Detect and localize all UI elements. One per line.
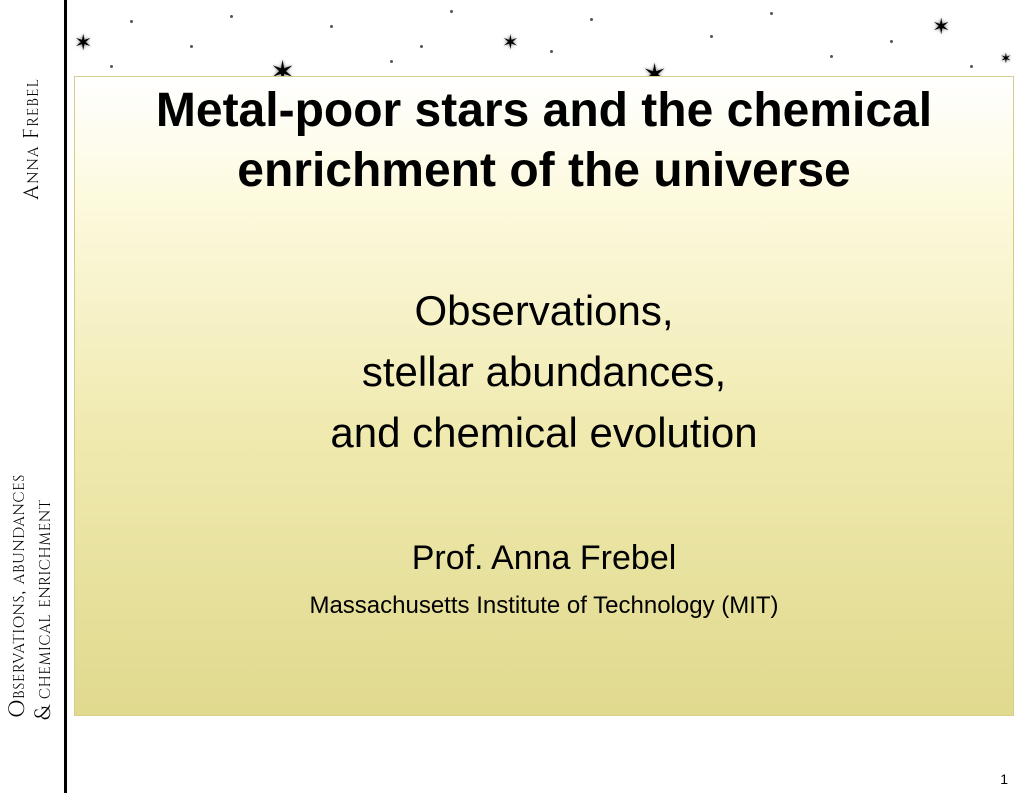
slide-page: Anna Frebel Observations, abundances & c… xyxy=(0,0,1020,793)
star-dot xyxy=(420,45,423,48)
subtitle-line3: and chemical evolution xyxy=(75,403,1013,464)
page-number: 1 xyxy=(1000,771,1008,787)
star-dot xyxy=(110,65,113,68)
slide-subtitle: Observations, stellar abundances, and ch… xyxy=(75,281,1013,464)
star-dot xyxy=(970,65,973,68)
sidebar-topic-line2: & chemical enrichment xyxy=(30,499,59,720)
speaker-name: Prof. Anna Frebel xyxy=(75,539,1013,578)
star-icon: ✶ xyxy=(1000,50,1012,67)
star-dot xyxy=(770,12,773,15)
sidebar-topic-line1: Observations, abundances xyxy=(4,474,33,718)
subtitle-line1: Observations, xyxy=(75,281,1013,342)
star-dot xyxy=(130,20,133,23)
affiliation: Massachusetts Institute of Technology (M… xyxy=(75,592,1013,620)
slide-title: Metal-poor stars and the chemical enrich… xyxy=(75,81,1013,201)
sidebar-author: Anna Frebel xyxy=(18,78,46,200)
star-dot xyxy=(890,40,893,43)
star-icon: ✶ xyxy=(932,14,950,40)
star-icon: ✶ xyxy=(74,30,92,56)
subtitle-line2: stellar abundances, xyxy=(75,342,1013,403)
star-dot xyxy=(450,10,453,13)
star-dot xyxy=(550,50,553,53)
slide-body: Metal-poor stars and the chemical enrich… xyxy=(74,76,1014,716)
sidebar: Anna Frebel Observations, abundances & c… xyxy=(0,0,67,793)
star-dot xyxy=(190,45,193,48)
star-dot xyxy=(390,60,393,63)
star-dot xyxy=(230,15,233,18)
star-dot xyxy=(710,35,713,38)
star-dot xyxy=(830,55,833,58)
star-icon: ✶ xyxy=(502,30,519,55)
content-area: ✶✶✶✶✶✶ Metal-poor stars and the chemical… xyxy=(70,0,1020,793)
star-dot xyxy=(330,25,333,28)
star-dot xyxy=(590,18,593,21)
